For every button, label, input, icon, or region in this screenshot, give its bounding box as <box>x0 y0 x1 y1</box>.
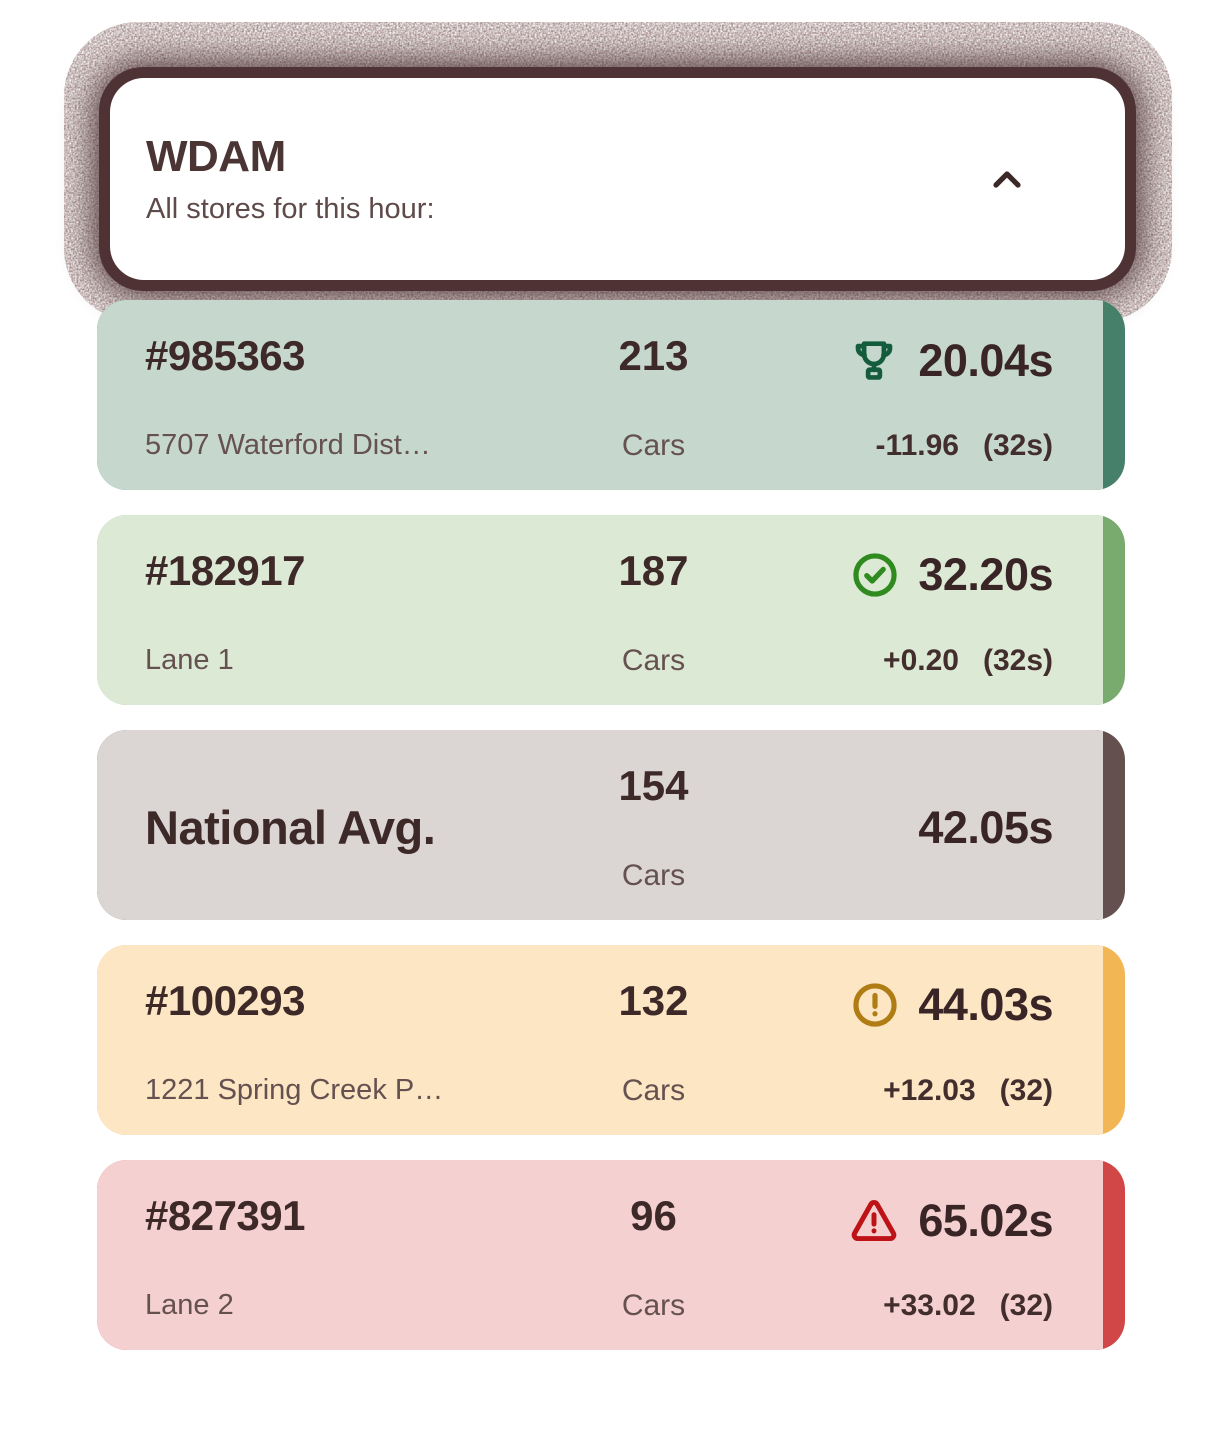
page-title: WDAM <box>146 131 286 181</box>
cars-count: 187 <box>618 547 689 594</box>
store-card-100293[interactable]: #100293 1221 Spring Creek P… 132 Cars 44… <box>97 945 1125 1135</box>
trophy-icon <box>856 341 893 380</box>
avg-time: 44.03s <box>918 979 1054 1031</box>
avg-time: 32.20s <box>918 549 1054 601</box>
avg-time: 20.04s <box>918 335 1054 387</box>
store-name: Lane 2 <box>145 1289 234 1322</box>
alert-circle-icon <box>853 983 898 1027</box>
store-card-827391[interactable]: #827391 Lane 2 96 Cars 65.02s +33.02 <box>97 1160 1125 1350</box>
cars-count: 96 <box>630 1192 677 1239</box>
cars-label: Cars <box>621 429 686 462</box>
target-time: (32s) <box>982 644 1054 677</box>
summary-header: WDAM All stores for this hour: <box>64 22 1172 322</box>
cars-label: Cars <box>621 1289 686 1322</box>
avg-time: 65.02s <box>918 1195 1054 1247</box>
store-id: #985363 <box>145 332 306 379</box>
national-avg-label: National Avg. <box>145 801 436 855</box>
avg-time: 42.05s <box>918 802 1054 854</box>
target-time: (32s) <box>982 429 1054 462</box>
delta-value: +0.20 <box>883 644 959 677</box>
store-id: #827391 <box>145 1192 306 1239</box>
store-card-985363[interactable]: #985363 5707 Waterford Dist… 213 Cars 20… <box>97 300 1125 490</box>
national-average-card[interactable]: National Avg. 154 Cars 42.05s <box>97 730 1125 920</box>
store-name: 5707 Waterford Dist… <box>145 429 431 462</box>
target-time: (32) <box>999 1074 1054 1107</box>
store-card-182917[interactable]: #182917 Lane 1 187 Cars 32.20s +0.20 (32… <box>97 515 1125 705</box>
store-name: 1221 Spring Creek P… <box>145 1074 444 1107</box>
chevron-up-icon <box>993 171 1021 188</box>
store-name: Lane 1 <box>145 644 234 677</box>
header-card: WDAM All stores for this hour: <box>110 78 1125 280</box>
page-subtitle: All stores for this hour: <box>146 192 435 225</box>
store-list: #985363 5707 Waterford Dist… 213 Cars 20… <box>97 300 1125 1350</box>
store-id: #100293 <box>145 977 306 1024</box>
cars-count: 132 <box>618 977 689 1024</box>
cars-label: Cars <box>621 1074 686 1107</box>
target-time: (32) <box>999 1289 1054 1322</box>
collapse-button[interactable] <box>977 149 1037 209</box>
cars-label: Cars <box>621 644 686 677</box>
cars-count: 213 <box>618 332 689 379</box>
delta-value: +33.02 <box>883 1289 976 1322</box>
store-id: #182917 <box>145 547 306 594</box>
alert-triangle-icon <box>852 1200 897 1242</box>
delta-value: -11.96 <box>875 429 959 462</box>
cars-count: 154 <box>618 762 689 809</box>
delta-value: +12.03 <box>883 1074 976 1107</box>
check-circle-icon <box>853 553 898 597</box>
cars-label: Cars <box>621 859 686 892</box>
